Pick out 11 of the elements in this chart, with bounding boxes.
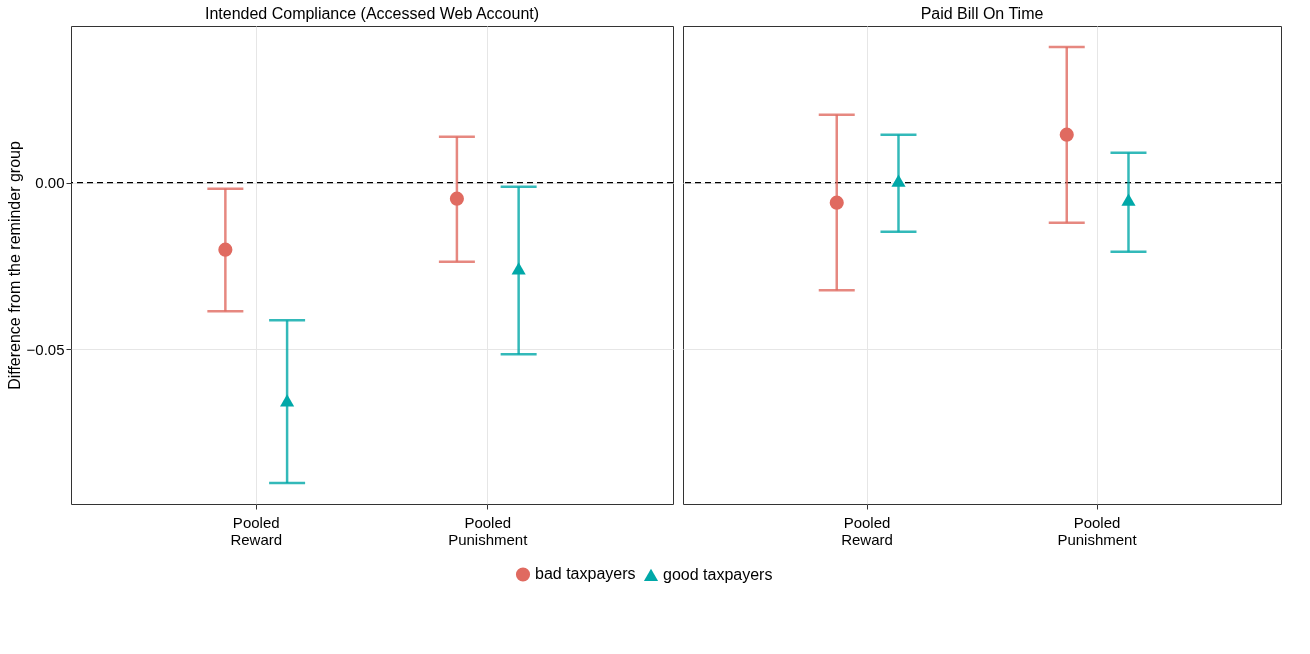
legend-label: good taxpayers — [663, 565, 773, 583]
y-tick-label: −0.05 — [26, 340, 65, 358]
chart-title: Paid Bill On Time — [920, 5, 1044, 22]
x-tick-label: Pooled Punishment — [1057, 513, 1138, 548]
x-tick-label: Pooled Punishment — [448, 513, 529, 548]
x-tick-label: Pooled Reward — [230, 513, 283, 548]
legend-label: bad taxpayers — [535, 565, 636, 583]
chart-title: Intended Compliance (Accessed Web Account) — [204, 5, 540, 22]
y-axis-title: Difference from the reminder group — [5, 141, 23, 390]
x-tick-label: Pooled Reward — [841, 513, 893, 548]
y-tick-label: 0.00 — [35, 174, 65, 192]
